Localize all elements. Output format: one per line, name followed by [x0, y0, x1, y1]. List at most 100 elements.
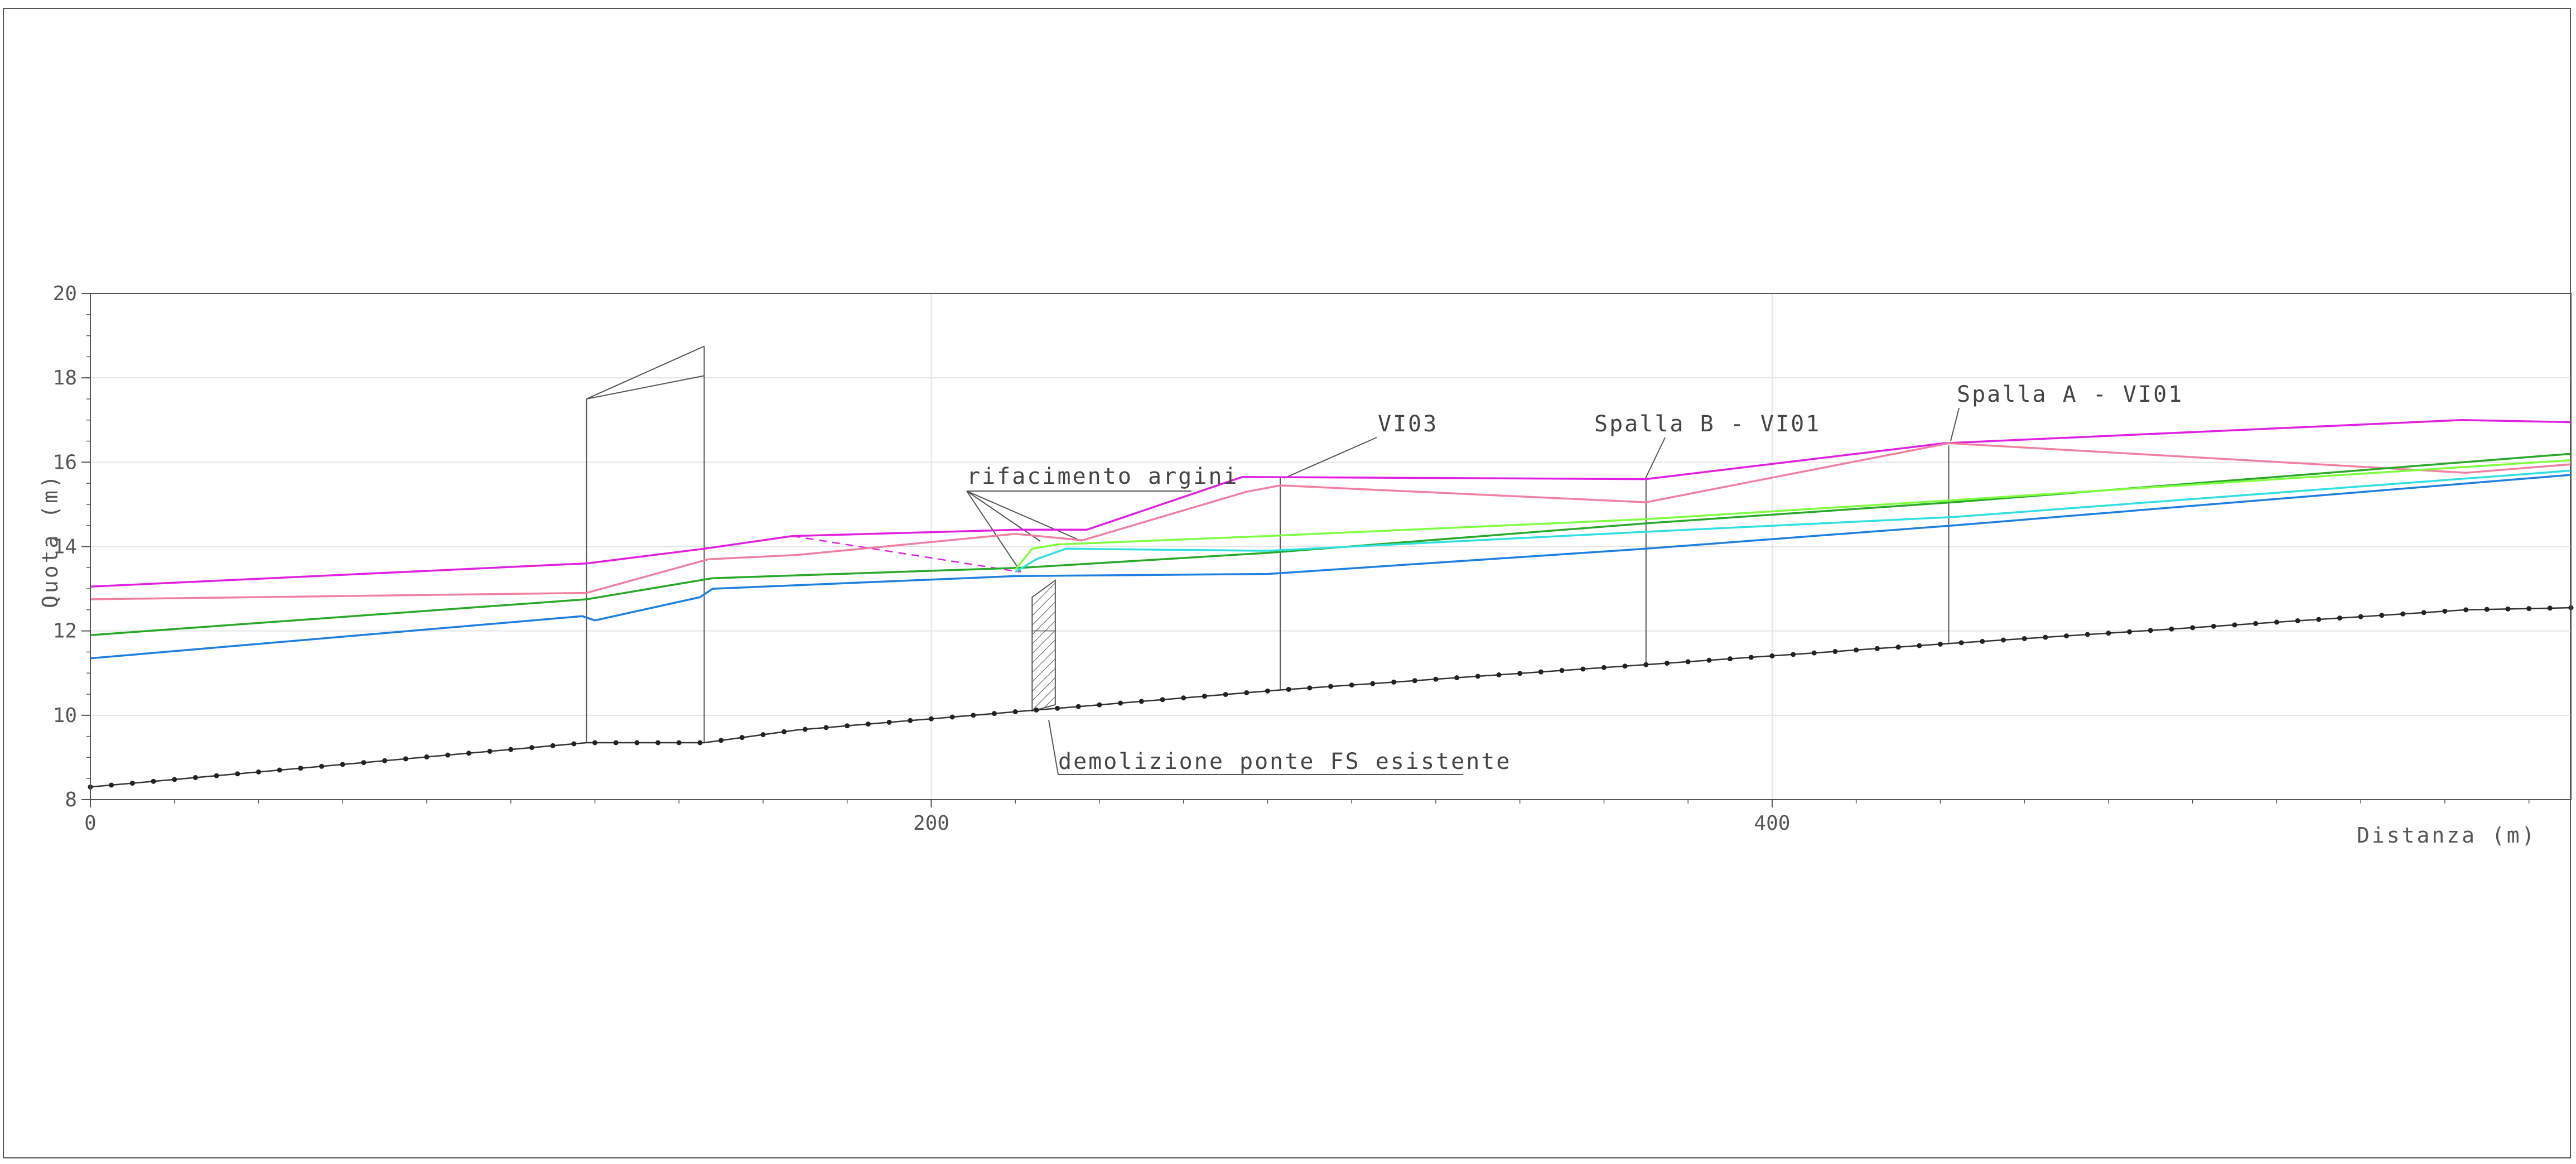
bed-point-marker: [1475, 674, 1480, 679]
bed-point-marker: [992, 711, 997, 716]
bed-point-marker: [1895, 644, 1901, 650]
bed-point-marker: [1517, 671, 1523, 676]
bed-point-marker: [529, 745, 534, 751]
bed-point-marker: [760, 732, 766, 738]
leader-rifacimento-b: [966, 490, 1041, 542]
bed-point-marker: [151, 778, 156, 784]
bed-point-marker: [1265, 688, 1270, 694]
bed-point-marker: [466, 751, 471, 756]
bed-point-marker: [1685, 659, 1691, 665]
bed-point-marker: [2190, 625, 2196, 631]
bridge-deck-top: [586, 345, 705, 400]
bed-point-marker: [886, 719, 892, 725]
y-tick-label: 18: [53, 367, 77, 389]
y-tick-label: 14: [53, 536, 77, 559]
bed-point-marker: [2484, 607, 2490, 612]
series-line-3: [90, 453, 2572, 636]
bed-point-marker: [1286, 686, 1291, 692]
bed-point-marker: [1055, 705, 1060, 711]
leader-demolizione: [1048, 719, 1059, 775]
bed-point-marker: [298, 766, 303, 771]
bed-point-marker: [1580, 666, 1586, 672]
bed-point-marker: [361, 760, 366, 766]
bed-point-marker: [655, 740, 661, 745]
bed-point-marker: [2043, 634, 2048, 640]
bed-point-marker: [1958, 640, 1964, 646]
bed-point-marker: [613, 740, 619, 745]
bed-point-marker: [928, 716, 934, 722]
demolition-hatch: [1031, 579, 1056, 712]
bed-point-marker: [1202, 694, 1207, 699]
bed-point-marker: [1769, 653, 1775, 658]
leader-rifacimento-c: [966, 490, 1083, 542]
bed-point-marker: [192, 775, 198, 781]
annotation-spalla-a: Spalla A - VI01: [1957, 382, 2183, 407]
bed-point-marker: [865, 722, 871, 727]
bed-point-marker: [1412, 678, 1417, 684]
bed-point-marker: [1917, 643, 1922, 648]
bed-point-marker: [1160, 697, 1165, 703]
bridge-deck-inner: [586, 375, 705, 400]
structures: [586, 345, 1960, 775]
bed-point-marker: [109, 782, 114, 788]
bed-point-marker: [1391, 679, 1397, 685]
bed-point-marker: [1012, 709, 1018, 715]
bed-point-marker: [782, 729, 787, 734]
bed-point-marker: [1791, 652, 1796, 657]
bed-point-marker: [697, 740, 703, 745]
bed-point-marker: [2421, 610, 2427, 615]
bed-point-marker: [424, 754, 430, 760]
bed-point-marker: [1874, 646, 1880, 651]
bed-point-marker: [2064, 633, 2070, 639]
bed-point-marker: [235, 771, 240, 777]
series-line-2: [90, 442, 2572, 600]
bed-point-marker: [1980, 638, 1985, 644]
bed-point-marker: [2085, 632, 2090, 637]
bed-point-marker: [1706, 657, 1712, 663]
leader-rifacimento-a: [966, 490, 1021, 573]
bed-point-marker: [2358, 614, 2363, 619]
bed-point-marker: [1097, 702, 1102, 708]
y-tick-label: 10: [53, 704, 77, 727]
bed-point-marker: [1538, 669, 1543, 675]
bed-point-marker: [571, 741, 577, 747]
bed-point-marker: [2547, 605, 2553, 611]
bed-point-marker: [2148, 628, 2153, 633]
bed-point-marker: [908, 718, 913, 723]
bed-point-marker: [550, 743, 556, 748]
y-tick-label: 12: [53, 620, 77, 643]
bed-point-marker: [1223, 692, 1228, 698]
bed-point-marker: [634, 740, 640, 745]
bed-point-marker: [1643, 662, 1649, 667]
bed-point-marker: [1728, 656, 1733, 662]
bed-point-marker: [592, 740, 597, 745]
series-line-7: [90, 607, 2572, 788]
bed-point-marker: [2022, 636, 2027, 641]
bed-point-marker: [845, 723, 850, 729]
bed-point-marker: [676, 740, 682, 745]
bed-point-marker: [1139, 699, 1144, 704]
bed-point-marker: [2232, 622, 2237, 628]
bed-point-marker: [2379, 613, 2385, 618]
bed-point-marker: [1496, 672, 1502, 677]
bed-point-marker: [2400, 611, 2406, 617]
y-axis-title: Quota (m): [38, 473, 62, 608]
series-line-4: [1014, 459, 2572, 571]
annotation-spalla-b: Spalla B - VI01: [1594, 411, 1821, 437]
bed-point-marker: [971, 713, 976, 718]
x-axis-title: Distanza (m): [2357, 823, 2537, 848]
bed-point-marker: [823, 725, 829, 730]
bed-point-marker: [1622, 663, 1628, 669]
bed-point-marker: [2316, 617, 2322, 622]
bed-point-marker: [2442, 608, 2448, 614]
bed-point-marker: [319, 763, 325, 769]
bed-point-marker: [2337, 615, 2342, 621]
series-line-1: [90, 419, 2572, 588]
bed-point-marker: [445, 752, 451, 758]
bed-point-marker: [2169, 626, 2174, 632]
bed-point-marker: [1854, 647, 1859, 653]
bed-point-marker: [1307, 685, 1313, 691]
annotations: rifacimento argini VI03 Spalla B - VI01 …: [967, 382, 2183, 775]
bed-point-marker: [1811, 650, 1817, 656]
